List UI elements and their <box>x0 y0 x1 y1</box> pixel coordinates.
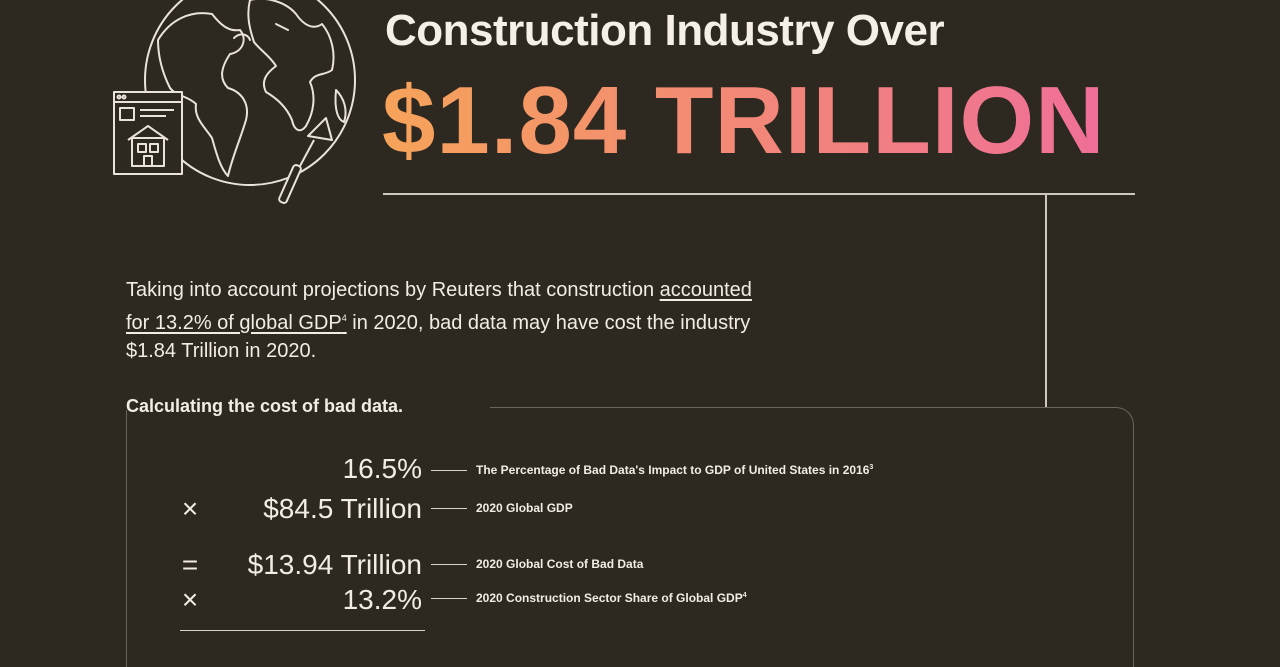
leader-line <box>431 564 467 565</box>
globe-icon <box>144 0 356 186</box>
calc-label: 2020 Global GDP <box>476 501 573 515</box>
headline: Construction Industry Over <box>385 6 945 55</box>
trowel-icon <box>278 117 333 204</box>
calc-value: 13.2% <box>342 584 422 615</box>
amount-highlight: $1.84 TRILLION <box>382 67 1106 174</box>
calc-value: 16.5% <box>342 453 422 484</box>
leader-line <box>431 598 467 599</box>
leader-line <box>431 508 467 509</box>
operator: × <box>181 493 199 524</box>
calc-row: × 13.2% 2020 Construction Sector Share o… <box>0 582 1280 622</box>
gdp-share-link[interactable]: accounted for 13.2% of global GDP4 <box>126 279 752 334</box>
calc-label: The Percentage of Bad Data's Impact to G… <box>476 463 874 477</box>
divider-horizontal <box>383 193 1135 195</box>
divider-vertical <box>1045 195 1047 407</box>
operator: = <box>181 549 199 580</box>
leader-line <box>431 470 467 471</box>
calc-value: $84.5 Trillion <box>263 493 422 524</box>
calculation-title: Calculating the cost of bad data. <box>126 396 404 416</box>
globe-illustration <box>113 0 356 204</box>
calculation-panel <box>126 407 1134 667</box>
calc-row: = $13.94 Trillion 2020 Global Cost of Ba… <box>0 547 1280 587</box>
calc-value: $13.94 Trillion <box>247 549 422 580</box>
calc-row: × $84.5 Trillion 2020 Global GDP <box>0 491 1280 531</box>
intro-text-after: in 2020, bad data may have cost the indu… <box>126 312 751 362</box>
sum-rule <box>180 630 425 631</box>
calc-label: 2020 Construction Sector Share of Global… <box>476 591 747 605</box>
intro-paragraph: Taking into account projections by Reute… <box>126 276 766 365</box>
operator: × <box>181 584 199 615</box>
footnote-ref: 4 <box>341 313 347 323</box>
calc-label: 2020 Global Cost of Bad Data <box>476 557 644 571</box>
building-listing-icon <box>113 91 183 175</box>
calc-row: 16.5% The Percentage of Bad Data's Impac… <box>0 451 1280 491</box>
intro-text-before: Taking into account projections by Reute… <box>126 279 660 301</box>
